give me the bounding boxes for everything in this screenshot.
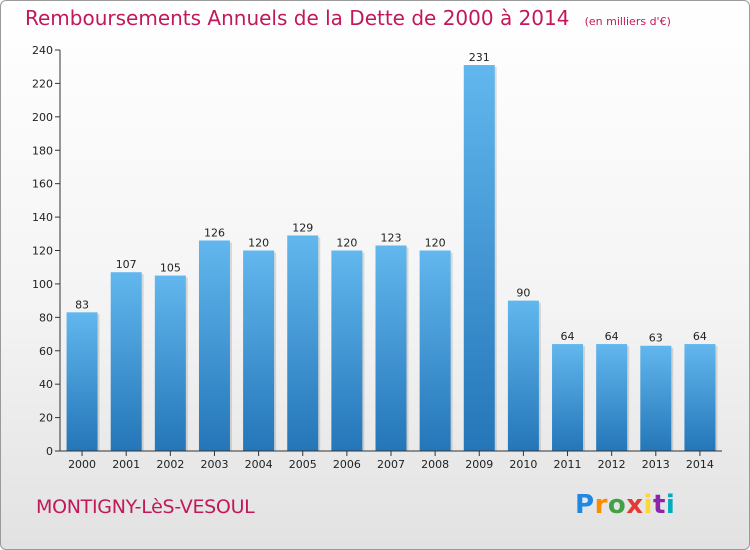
bar-2005 — [287, 235, 319, 451]
x-tick-label: 2002 — [156, 458, 184, 471]
x-tick-label: 2010 — [509, 458, 537, 471]
data-label: 107 — [116, 258, 137, 271]
data-label: 64 — [605, 330, 619, 343]
bar-2002 — [154, 275, 186, 451]
x-tick-label: 2007 — [377, 458, 405, 471]
y-tick-label: 180 — [32, 144, 53, 157]
data-label: 120 — [425, 237, 446, 250]
x-tick-label: 2000 — [68, 458, 96, 471]
logo-letter: i — [665, 490, 676, 520]
logo-letter: x — [626, 490, 644, 520]
logo-letter: o — [607, 490, 627, 520]
data-label: 120 — [248, 237, 269, 250]
bars — [66, 65, 718, 451]
data-label: 90 — [516, 287, 530, 300]
y-tick-label: 80 — [39, 311, 53, 324]
chart-title: Remboursements Annuels de la Dette de 20… — [25, 6, 671, 30]
y-tick-label: 200 — [32, 111, 53, 124]
logo-letter: i — [643, 490, 653, 520]
data-label: 83 — [75, 298, 89, 311]
title-text: Remboursements Annuels de la Dette de 20… — [25, 6, 570, 30]
bar-2007 — [375, 245, 407, 451]
bar-2009 — [463, 65, 495, 451]
y-tick-label: 60 — [39, 345, 53, 358]
axes: 0 20 40 60 80 100 120 140 160 180 200 220 240 2000 200… — [32, 44, 722, 471]
data-label: 64 — [693, 330, 707, 343]
data-labels: 83 107 105 126 120 129 120 123 120 231 90 64 64 63 64 — [75, 51, 707, 345]
data-label: 129 — [292, 221, 313, 234]
unit-note: (en milliers d'€) — [584, 15, 671, 28]
location-name: MONTIGNY-LèS-VESOUL — [36, 496, 255, 518]
x-tick-label: 2009 — [465, 458, 493, 471]
y-tick-label: 40 — [39, 378, 53, 391]
data-label: 120 — [336, 237, 357, 250]
logo-letter: P — [575, 490, 595, 520]
data-label: 123 — [381, 231, 402, 244]
bar-2010 — [507, 300, 539, 451]
y-tick-label: 100 — [32, 278, 53, 291]
bar-2014 — [684, 344, 716, 451]
logo-letter: t — [652, 490, 666, 520]
proxiti-logo: Proxiti — [575, 490, 675, 520]
data-label: 231 — [469, 51, 490, 64]
bar-2013 — [640, 345, 672, 451]
bar-2004 — [243, 250, 275, 451]
y-tick-label: 20 — [39, 412, 53, 425]
logo-letter: r — [594, 490, 608, 520]
bar-2012 — [596, 344, 628, 451]
data-label: 64 — [561, 330, 575, 343]
x-tick-label: 2012 — [598, 458, 626, 471]
x-tick-label: 2014 — [686, 458, 714, 471]
y-tick-label: 240 — [32, 44, 53, 57]
bar-2008 — [419, 250, 451, 451]
x-tick-label: 2013 — [642, 458, 670, 471]
x-tick-label: 2001 — [112, 458, 140, 471]
x-tick-label: 2003 — [200, 458, 228, 471]
y-tick-label: 0 — [46, 445, 53, 458]
x-tick-label: 2006 — [333, 458, 361, 471]
y-tick-label: 120 — [32, 245, 53, 258]
x-tick-label: 2011 — [554, 458, 582, 471]
data-label: 126 — [204, 226, 225, 239]
y-tick-label: 140 — [32, 211, 53, 224]
bar-2006 — [331, 250, 363, 451]
bar-2011 — [552, 344, 584, 451]
x-tick-label: 2005 — [289, 458, 317, 471]
x-tick-label: 2008 — [421, 458, 449, 471]
bar-2000 — [66, 312, 98, 451]
y-tick-label: 160 — [32, 178, 53, 191]
y-tick-label: 220 — [32, 77, 53, 90]
x-tick-label: 2004 — [245, 458, 273, 471]
bar-2003 — [198, 240, 230, 451]
bar-2001 — [110, 272, 142, 451]
data-label: 63 — [649, 332, 663, 345]
data-label: 105 — [160, 262, 181, 275]
